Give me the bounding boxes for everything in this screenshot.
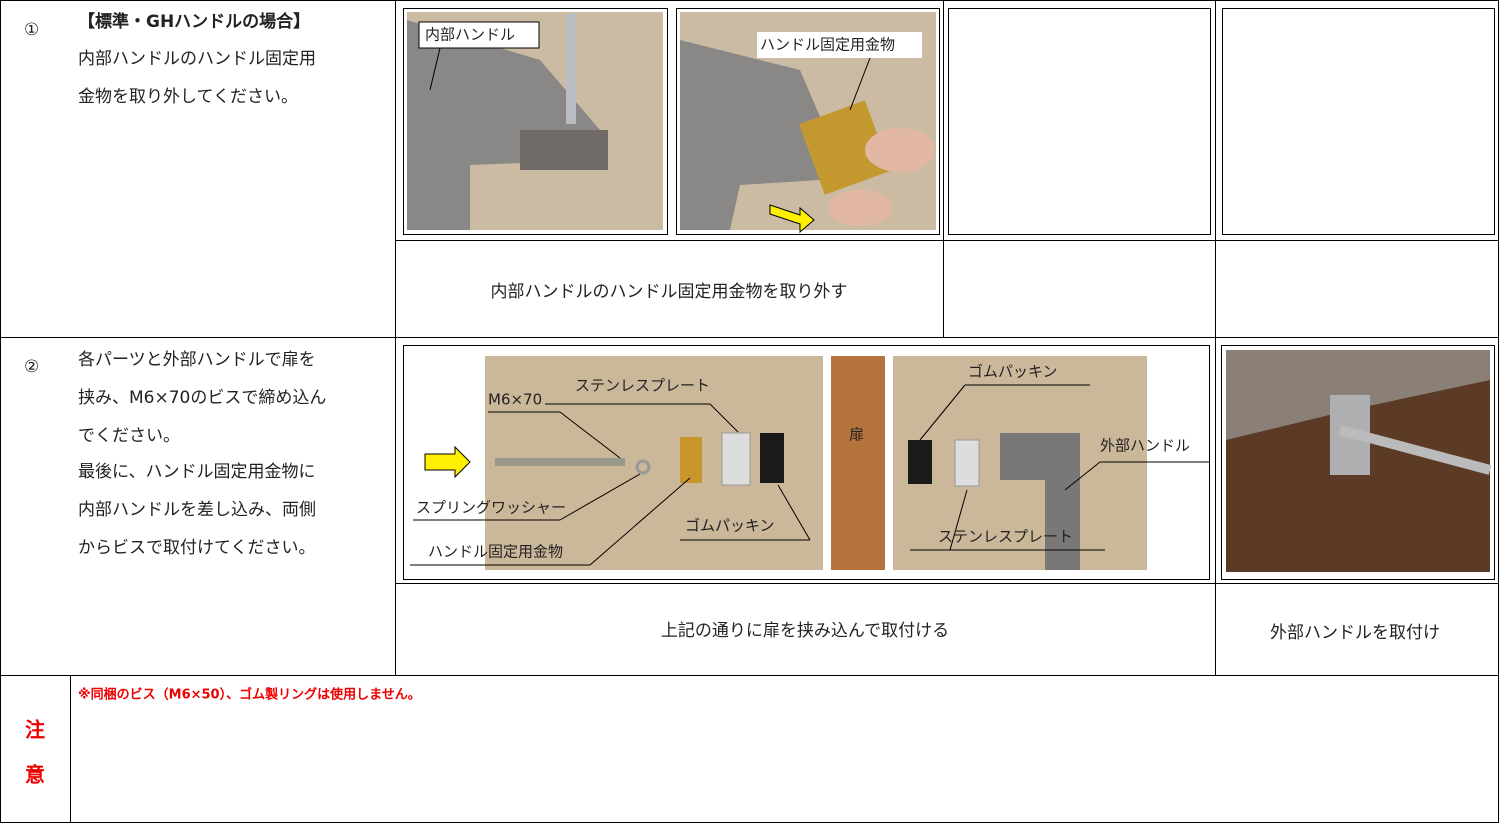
figure-label: M6×70 <box>488 391 542 409</box>
note-text: ※同梱のビス（M6×50）、ゴム製リングは使用しません。 <box>78 687 421 703</box>
figure-label: ハンドル固定用金物 <box>760 36 895 54</box>
figure-label: 内部ハンドル <box>425 26 515 44</box>
caption: 上記の通りに扉を挟み込んで取付ける <box>661 621 949 641</box>
photo-remove-screw <box>407 12 663 230</box>
figure-label: 扉 <box>849 426 864 444</box>
note-label: 意 <box>25 763 45 787</box>
step-text: 最後に、ハンドル固定用金物に <box>78 462 316 482</box>
step-text: 金物を取り外してください。 <box>78 87 298 107</box>
step-text: 挟み、M6×70のビスで締め込ん <box>78 388 326 408</box>
step-text: 内部ハンドルのハンドル固定用 <box>78 49 316 69</box>
figure-label: ハンドル固定用金物 <box>428 543 563 561</box>
photo-outer-handle <box>1226 350 1492 572</box>
note-label: 注 <box>25 718 45 742</box>
step-heading: 【標準・GHハンドルの場合】 <box>78 11 310 32</box>
figure-label: ステンレスプレート <box>575 377 710 395</box>
step-text: でください。 <box>78 426 180 446</box>
figure-label: 外部ハンドル <box>1100 437 1190 455</box>
step-text: からビスで取付けてください。 <box>78 538 316 558</box>
caption: 内部ハンドルのハンドル固定用金物を取り外す <box>491 282 848 302</box>
figure-label: ゴムパッキン <box>685 517 775 535</box>
step-number: ① <box>24 20 39 40</box>
figure-label: スプリングワッシャー <box>416 499 566 517</box>
photo-parts <box>410 356 1210 570</box>
photo-remove-bracket <box>680 12 936 234</box>
step-text: 各パーツと外部ハンドルで扉を <box>78 350 316 370</box>
figure-label: ステンレスプレート <box>938 528 1073 546</box>
step-text: 内部ハンドルを差し込み、両側 <box>78 500 316 520</box>
caption: 外部ハンドルを取付け <box>1270 623 1440 643</box>
step-number: ② <box>24 357 39 377</box>
figure-label: ゴムパッキン <box>968 363 1058 381</box>
